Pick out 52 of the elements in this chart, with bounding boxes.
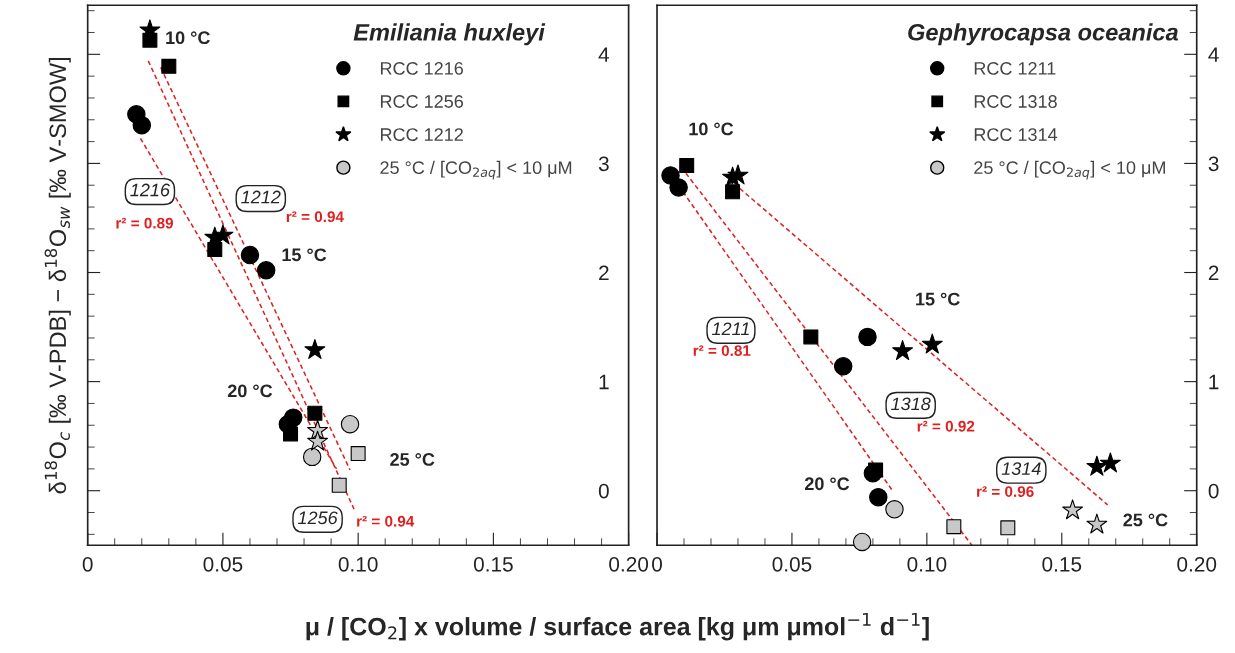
y-tick-label: 4 [1208, 47, 1219, 62]
x-tick-label: 0.20 [1177, 556, 1217, 572]
y-tick-label: 4 [598, 47, 610, 62]
y-tick-label: 0 [1208, 483, 1219, 499]
legend-label: 25 °C / [CO$_{2aq}$] < 10 μM [380, 160, 572, 180]
annotation: 1256 [297, 511, 338, 525]
annotation: 25 °C [390, 453, 435, 466]
x-tick-label: 0 [652, 556, 662, 572]
x-tick-label: 0.15 [473, 556, 513, 572]
annotation: 15 °C [282, 248, 327, 262]
legend-title: Emiliania huxleyi [353, 23, 546, 46]
annotation: r² = 0.94 [286, 211, 344, 223]
x-tick-label: 0.05 [203, 556, 243, 572]
legend-label: RCC 1216 [380, 62, 464, 75]
x-tick-label: 0 [82, 556, 93, 572]
annotation: 1318 [891, 397, 931, 411]
legend-label: RCC 1314 [974, 128, 1058, 141]
annotation: r² = 0.89 [116, 217, 174, 229]
legend-label: 25 °C / [CO$_{2aq}$] < 10 μM [974, 160, 1165, 180]
annotation: 20 °C [804, 477, 850, 491]
y-tick-label: 1 [1209, 374, 1219, 390]
y-tick-label: 2 [599, 265, 609, 281]
legend-label: RCC 1318 [974, 95, 1057, 108]
x-tick-label: 0.10 [338, 556, 378, 572]
x-tick-label: 0.20 [609, 556, 649, 572]
x-tick-label: 0.05 [772, 556, 812, 572]
y-tick-label: 0 [598, 483, 609, 499]
legend-title: Gephyrocapsa oceanica [908, 23, 1178, 46]
x-axis-title: μ / [CO$_{2}$] x volume / surface area [kg μm μmol$^{−1}$ d$^{−1}$] [306, 612, 929, 641]
legend-label: RCC 1256 [380, 95, 464, 108]
y-tick-label: 3 [598, 156, 609, 172]
y-tick-label: 1 [599, 374, 609, 390]
annotation: 1212 [241, 190, 281, 204]
y-tick-label: 3 [1208, 156, 1219, 172]
annotation: 10 °C [166, 31, 210, 45]
annotation: 10 °C [689, 122, 734, 136]
y-tick-label: 2 [1208, 265, 1219, 281]
legend-label: RCC 1211 [974, 62, 1056, 75]
annotation: 15 °C [916, 292, 960, 306]
annotation: 1314 [1001, 462, 1041, 476]
annotation: r² = 0.94 [357, 515, 415, 527]
annotation: r² = 0.81 [693, 345, 751, 357]
annotation: 20 °C [227, 384, 273, 398]
x-tick-label: 0.15 [1042, 556, 1082, 572]
legend-label: RCC 1212 [380, 128, 463, 141]
annotation: 25 °C [1123, 513, 1168, 527]
annotation: 1211 [712, 322, 749, 335]
annotation: r² = 0.96 [977, 486, 1034, 497]
text: δ$^{18}$O$_{c}$ [‰ V-PDB] − δ$^{18}$O$_{sw}$ [‰ V-SMOW] [44, 57, 71, 494]
annotation: r² = 0.92 [917, 420, 975, 432]
x-tick-label: 0.10 [907, 556, 947, 572]
annotation: 1216 [130, 183, 170, 197]
